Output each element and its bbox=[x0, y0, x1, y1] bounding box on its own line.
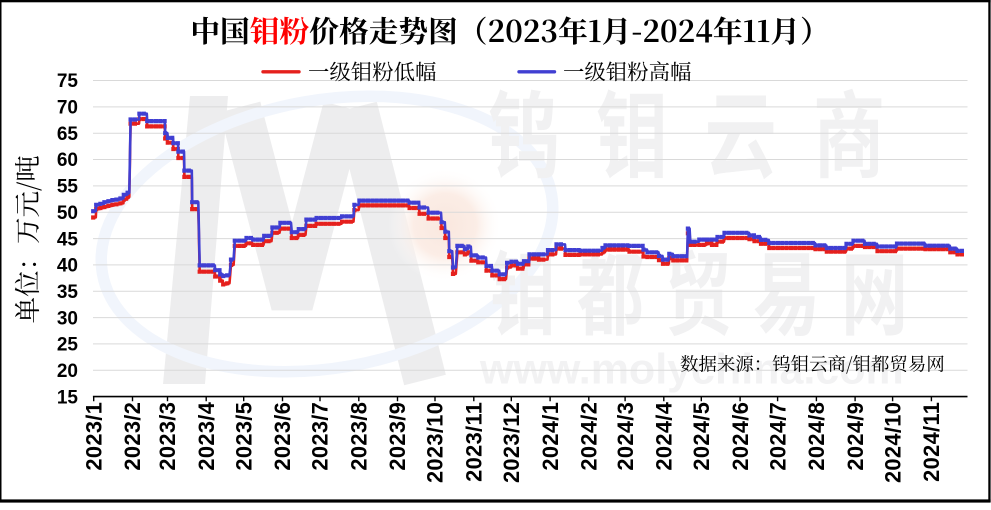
svg-text:45: 45 bbox=[57, 229, 79, 250]
svg-text:2023/10: 2023/10 bbox=[423, 402, 448, 483]
svg-text:2024/6: 2024/6 bbox=[728, 402, 753, 471]
svg-text:2024/9: 2024/9 bbox=[843, 402, 868, 471]
svg-text:2024/3: 2024/3 bbox=[613, 402, 638, 471]
svg-text:65: 65 bbox=[57, 124, 79, 145]
svg-text:60: 60 bbox=[57, 150, 78, 171]
svg-text:2023/1: 2023/1 bbox=[81, 402, 106, 471]
svg-text:2024/4: 2024/4 bbox=[652, 402, 677, 471]
svg-text:2024/1: 2024/1 bbox=[538, 402, 563, 471]
svg-text:35: 35 bbox=[57, 282, 79, 303]
svg-text:2024/2: 2024/2 bbox=[577, 402, 602, 471]
svg-text:50: 50 bbox=[57, 203, 78, 224]
svg-text:40: 40 bbox=[57, 256, 78, 277]
svg-text:2024/10: 2024/10 bbox=[880, 402, 905, 483]
svg-text:2023/4: 2023/4 bbox=[194, 402, 219, 471]
svg-text:2024/7: 2024/7 bbox=[765, 402, 790, 471]
svg-text:2023/6: 2023/6 bbox=[270, 402, 295, 471]
svg-text:25: 25 bbox=[57, 335, 79, 356]
svg-text:30: 30 bbox=[57, 308, 78, 329]
svg-text:2024/5: 2024/5 bbox=[689, 402, 714, 471]
svg-text:70: 70 bbox=[57, 98, 78, 119]
svg-text:2023/3: 2023/3 bbox=[155, 402, 180, 471]
svg-text:2024/8: 2024/8 bbox=[804, 402, 829, 471]
svg-text:2023/9: 2023/9 bbox=[385, 402, 410, 471]
svg-text:2023/12: 2023/12 bbox=[499, 402, 524, 483]
svg-text:2023/11: 2023/11 bbox=[462, 402, 487, 482]
svg-text:2024/11: 2024/11 bbox=[919, 402, 944, 482]
svg-text:75: 75 bbox=[57, 71, 79, 92]
svg-text:20: 20 bbox=[57, 361, 78, 382]
svg-text:15: 15 bbox=[57, 387, 79, 408]
svg-text:2023/5: 2023/5 bbox=[231, 402, 256, 471]
svg-text:2023/7: 2023/7 bbox=[308, 402, 333, 471]
svg-text:2023/2: 2023/2 bbox=[120, 402, 145, 471]
svg-text:55: 55 bbox=[57, 177, 79, 198]
svg-text:2023/8: 2023/8 bbox=[347, 402, 372, 471]
